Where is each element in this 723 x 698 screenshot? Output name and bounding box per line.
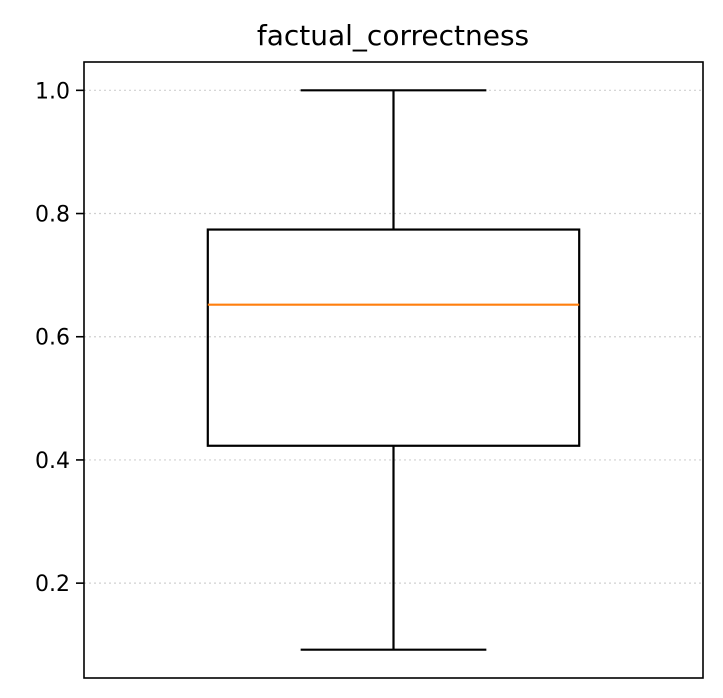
grid-lines [84, 89, 703, 584]
plot-frame [83, 61, 704, 679]
y-tick-label: 0.8 [35, 203, 70, 228]
chart-title: factual_correctness [257, 19, 529, 52]
y-tick-label: 0.4 [35, 449, 70, 474]
y-tick-label: 0.2 [35, 572, 70, 597]
iqr-box [206, 228, 581, 447]
box-plot [206, 89, 581, 651]
y-axis: 0.2 0.4 0.6 0.8 1.0 [35, 79, 84, 597]
y-tick-label: 1.0 [35, 79, 70, 104]
y-tick-label: 0.6 [35, 326, 70, 351]
